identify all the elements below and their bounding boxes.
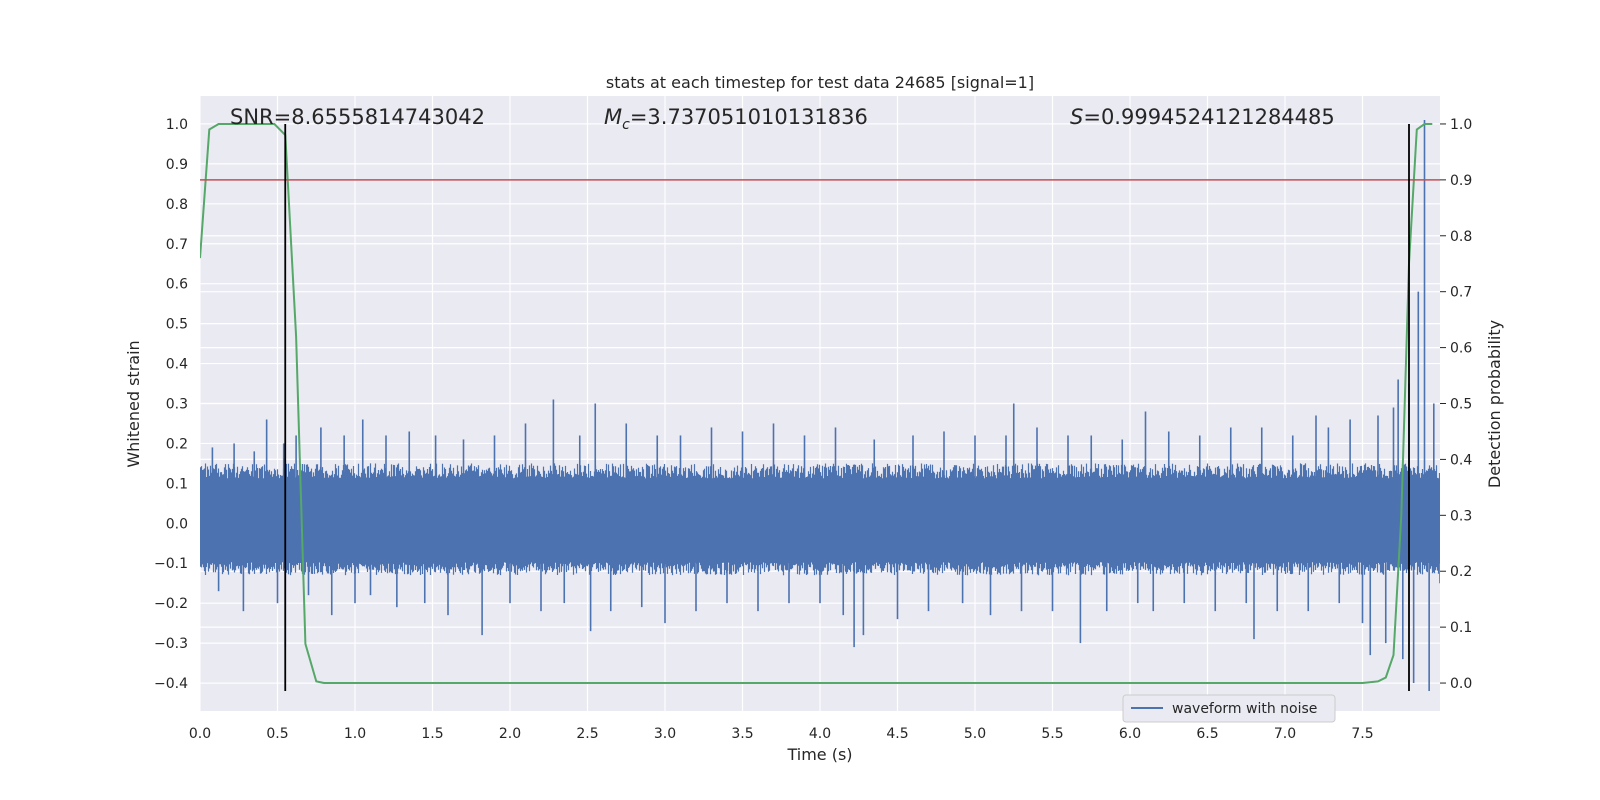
- y-tick-label: −0.2: [154, 596, 188, 612]
- y2-axis-label: Detection probability: [1485, 320, 1504, 488]
- y-tick-label: 0.8: [166, 197, 188, 213]
- x-tick-label: 6.5: [1196, 726, 1218, 742]
- score-symbol: S: [1070, 105, 1083, 129]
- y2-axis-ticks: 1.0 0.9 0.8 0.7 0.6 0.5 0.4 0.3 0.2 0.1 0.0: [1440, 117, 1472, 692]
- legend-entry: waveform with noise: [1172, 701, 1317, 717]
- y-tick-label: 0.6: [166, 277, 188, 293]
- score-value: =0.9994524121284485: [1083, 105, 1334, 129]
- x-tick-label: 5.0: [964, 726, 986, 742]
- x-tick-label: 1.5: [421, 726, 443, 742]
- y-tick-label: 0.9: [166, 157, 188, 173]
- snr-annotation: SNR=8.6555814743042: [230, 105, 485, 129]
- y-tick-label: −0.1: [154, 556, 188, 572]
- y-tick-label: 0.4: [166, 357, 188, 373]
- legend: waveform with noise: [1122, 694, 1336, 723]
- x-tick-label: 1.0: [344, 726, 366, 742]
- x-tick-label: 0.5: [266, 726, 288, 742]
- x-tick-label: 2.5: [576, 726, 598, 742]
- y2-tick-label: 0.4: [1450, 452, 1472, 468]
- y2-tick-label: 0.6: [1450, 341, 1472, 357]
- x-tick-label: 7.0: [1274, 726, 1296, 742]
- y-axis-label: Whitened strain: [124, 340, 143, 467]
- y-tick-label: 0.5: [166, 317, 188, 333]
- overlays: [200, 123, 1440, 692]
- x-tick-label: 2.0: [499, 726, 521, 742]
- chirp-mass-subscript: c: [622, 117, 630, 133]
- chirp-mass-value: =3.737051010131836: [630, 105, 868, 129]
- x-tick-label: 4.5: [886, 726, 908, 742]
- y-tick-label: 0.2: [166, 436, 188, 452]
- y-tick-label: 0.7: [166, 237, 188, 253]
- x-tick-label: 7.5: [1351, 726, 1373, 742]
- y2-tick-label: 0.5: [1450, 397, 1472, 413]
- y-tick-label: 0.1: [166, 476, 188, 492]
- plot-area: [200, 119, 1440, 692]
- y2-tick-label: 0.1: [1450, 620, 1472, 636]
- y2-tick-label: 0.2: [1450, 564, 1472, 580]
- x-tick-label: 5.5: [1041, 726, 1063, 742]
- x-tick-label: 4.0: [809, 726, 831, 742]
- y-tick-label: −0.4: [154, 676, 188, 692]
- y2-tick-label: 0.9: [1450, 173, 1472, 189]
- detection-probability-line: [200, 123, 1433, 684]
- y-axis-ticks: 1.0 0.9 0.8 0.7 0.6 0.5 0.4 0.3 0.2 0.1 0.0 −0.1 −0.…: [154, 117, 188, 692]
- y-tick-label: 1.0: [166, 117, 188, 133]
- x-tick-label: 6.0: [1119, 726, 1141, 742]
- x-tick-label: 3.5: [731, 726, 753, 742]
- score-annotation: S=0.9994524121284485: [1070, 105, 1335, 129]
- y2-tick-label: 1.0: [1450, 117, 1472, 133]
- chirp-mass-annotation: Mc=3.737051010131836: [604, 105, 868, 133]
- y-tick-label: 0.0: [166, 516, 188, 532]
- chart-title: stats at each timestep for test data 246…: [606, 73, 1034, 92]
- x-tick-label: 3.0: [654, 726, 676, 742]
- y2-tick-label: 0.7: [1450, 285, 1472, 301]
- x-axis-label: Time (s): [786, 745, 852, 764]
- legend-box: [1122, 694, 1336, 723]
- y2-tick-label: 0.0: [1450, 676, 1472, 692]
- y2-tick-label: 0.8: [1450, 229, 1472, 245]
- x-tick-label: 0.0: [189, 726, 211, 742]
- waveform-noise-band: [200, 463, 1440, 576]
- chirp-mass-symbol: M: [604, 105, 622, 129]
- x-axis-ticks: 0.0 0.5 1.0 1.5 2.0 2.5 3.0 3.5 4.0 4.5 5.0 5.5 6.0 6…: [189, 726, 1374, 742]
- y2-tick-label: 0.3: [1450, 508, 1472, 524]
- y-tick-label: −0.3: [154, 636, 188, 652]
- y-tick-label: 0.3: [166, 397, 188, 413]
- waveform-series: [200, 119, 1440, 692]
